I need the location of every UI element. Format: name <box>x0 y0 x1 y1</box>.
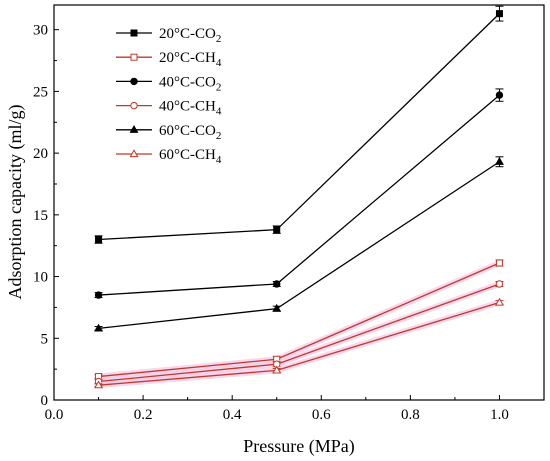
y-tick-label: 15 <box>33 208 48 224</box>
legend-item: 20°C-CO2 <box>116 26 221 45</box>
axes: 0.0 0.2 0.4 0.6 0.8 1.0 0 5 10 15 20 25 30 <box>33 23 509 423</box>
legend-item: 20°C-CH4 <box>116 50 222 69</box>
series-line <box>98 283 500 383</box>
data-point <box>94 380 104 389</box>
x-tick-label: 0.6 <box>312 407 331 423</box>
legend-item: 40°C-CO2 <box>116 74 221 93</box>
data-point <box>95 236 103 244</box>
data-point <box>273 226 281 234</box>
data-point <box>495 280 504 288</box>
series-60°C-CO2 <box>94 156 504 332</box>
legend-marker <box>130 29 138 37</box>
legend-item: 40°C-CH4 <box>116 99 222 118</box>
legend-marker <box>130 77 138 86</box>
x-tick-label: 0.4 <box>223 407 242 423</box>
data-point <box>94 323 104 332</box>
data-point <box>494 156 504 165</box>
series-60°C-CH4 <box>94 297 504 389</box>
data-point <box>495 10 503 18</box>
data-point <box>273 280 281 288</box>
x-tick-label: 1.0 <box>490 407 509 423</box>
legend-label: 60°C-CO2 <box>159 123 221 142</box>
legend-label: 20°C-CO2 <box>159 26 221 45</box>
plot-area <box>94 5 504 389</box>
legend-marker <box>130 101 138 110</box>
series-40°C-CO2 <box>94 88 504 299</box>
legend-label: 40°C-CO2 <box>159 74 221 93</box>
y-tick-label: 20 <box>33 146 48 162</box>
series-20°C-CH4 <box>94 259 504 381</box>
legend-item: 60°C-CH4 <box>116 147 222 166</box>
y-tick-label: 30 <box>33 23 48 39</box>
data-point <box>272 303 282 312</box>
y-tick-label: 25 <box>33 84 48 100</box>
legend-marker <box>129 149 139 158</box>
data-point <box>495 91 504 99</box>
data-point <box>272 365 282 374</box>
legend-marker <box>130 53 138 61</box>
data-point <box>94 291 103 299</box>
y-axis-title: Adsorption capacity (ml/g) <box>5 105 26 300</box>
x-axis-title: Pressure (MPa) <box>243 436 354 457</box>
x-tick-label: 0.8 <box>401 407 420 423</box>
data-point <box>495 259 503 267</box>
legend-label: 60°C-CH4 <box>159 147 222 166</box>
y-tick-label: 0 <box>41 393 49 409</box>
legend-item: 60°C-CO2 <box>116 123 221 142</box>
y-tick-label: 10 <box>33 270 48 286</box>
data-point <box>494 297 504 306</box>
series-glow <box>98 281 501 385</box>
legend-label: 40°C-CH4 <box>159 99 222 118</box>
legend-label: 20°C-CH4 <box>159 50 222 69</box>
legend: 20°C-CO2 20°C-CH4 40°C-CO2 40°C-CH4 60°C-CO2… <box>116 26 222 166</box>
legend-marker <box>129 124 139 133</box>
series-20°C-CO2 <box>94 5 504 244</box>
x-tick-label: 0.0 <box>45 407 64 423</box>
y-tick-label: 5 <box>41 331 49 347</box>
plot-frame <box>53 4 545 401</box>
x-tick-label: 0.2 <box>134 407 153 423</box>
